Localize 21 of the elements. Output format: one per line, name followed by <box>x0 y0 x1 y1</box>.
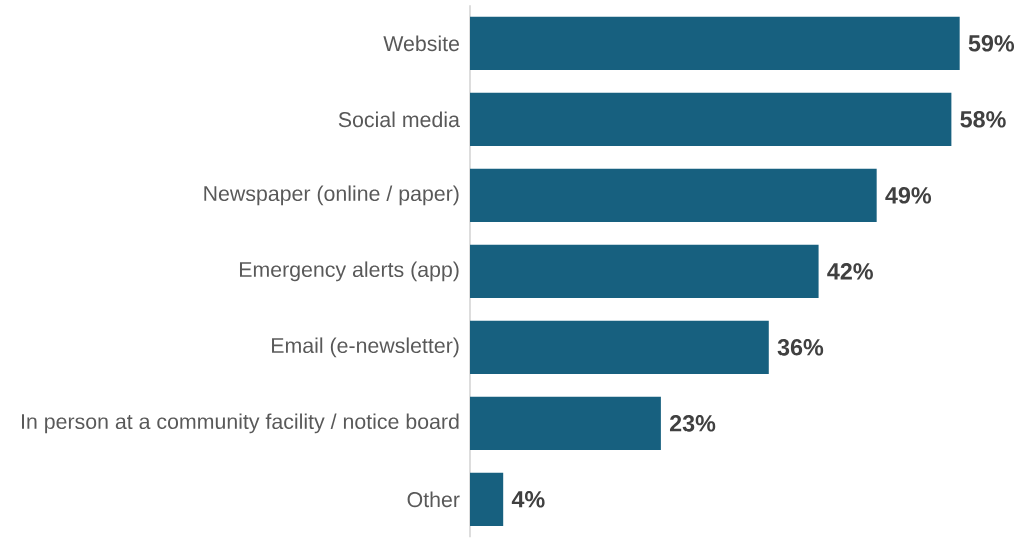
y-tick-label: In person at a community facility / notice board <box>22 413 459 434</box>
data-label: 49% <box>885 187 932 204</box>
data-label: 59% <box>968 35 1015 52</box>
bar <box>470 472 504 526</box>
y-tick-label: Social media <box>338 111 460 128</box>
y-tick-label: Newspaper (online / paper) <box>204 185 459 206</box>
data-label: 23% <box>669 415 716 432</box>
y-tick-label: Other <box>407 491 460 508</box>
data-label: 42% <box>827 263 873 280</box>
y-tick-label: Emergency alerts (app) <box>239 261 459 282</box>
bar <box>470 396 661 450</box>
bar <box>470 320 769 374</box>
bar <box>470 168 877 222</box>
y-tick-label: Website <box>383 35 459 52</box>
y-tick-label: Email (e-newsletter) <box>272 337 459 358</box>
bar <box>470 16 960 70</box>
bar <box>470 244 819 298</box>
data-label: 58% <box>960 111 1006 128</box>
data-label: 4% <box>511 491 545 508</box>
bar <box>470 92 952 146</box>
data-label: 36% <box>777 339 824 356</box>
